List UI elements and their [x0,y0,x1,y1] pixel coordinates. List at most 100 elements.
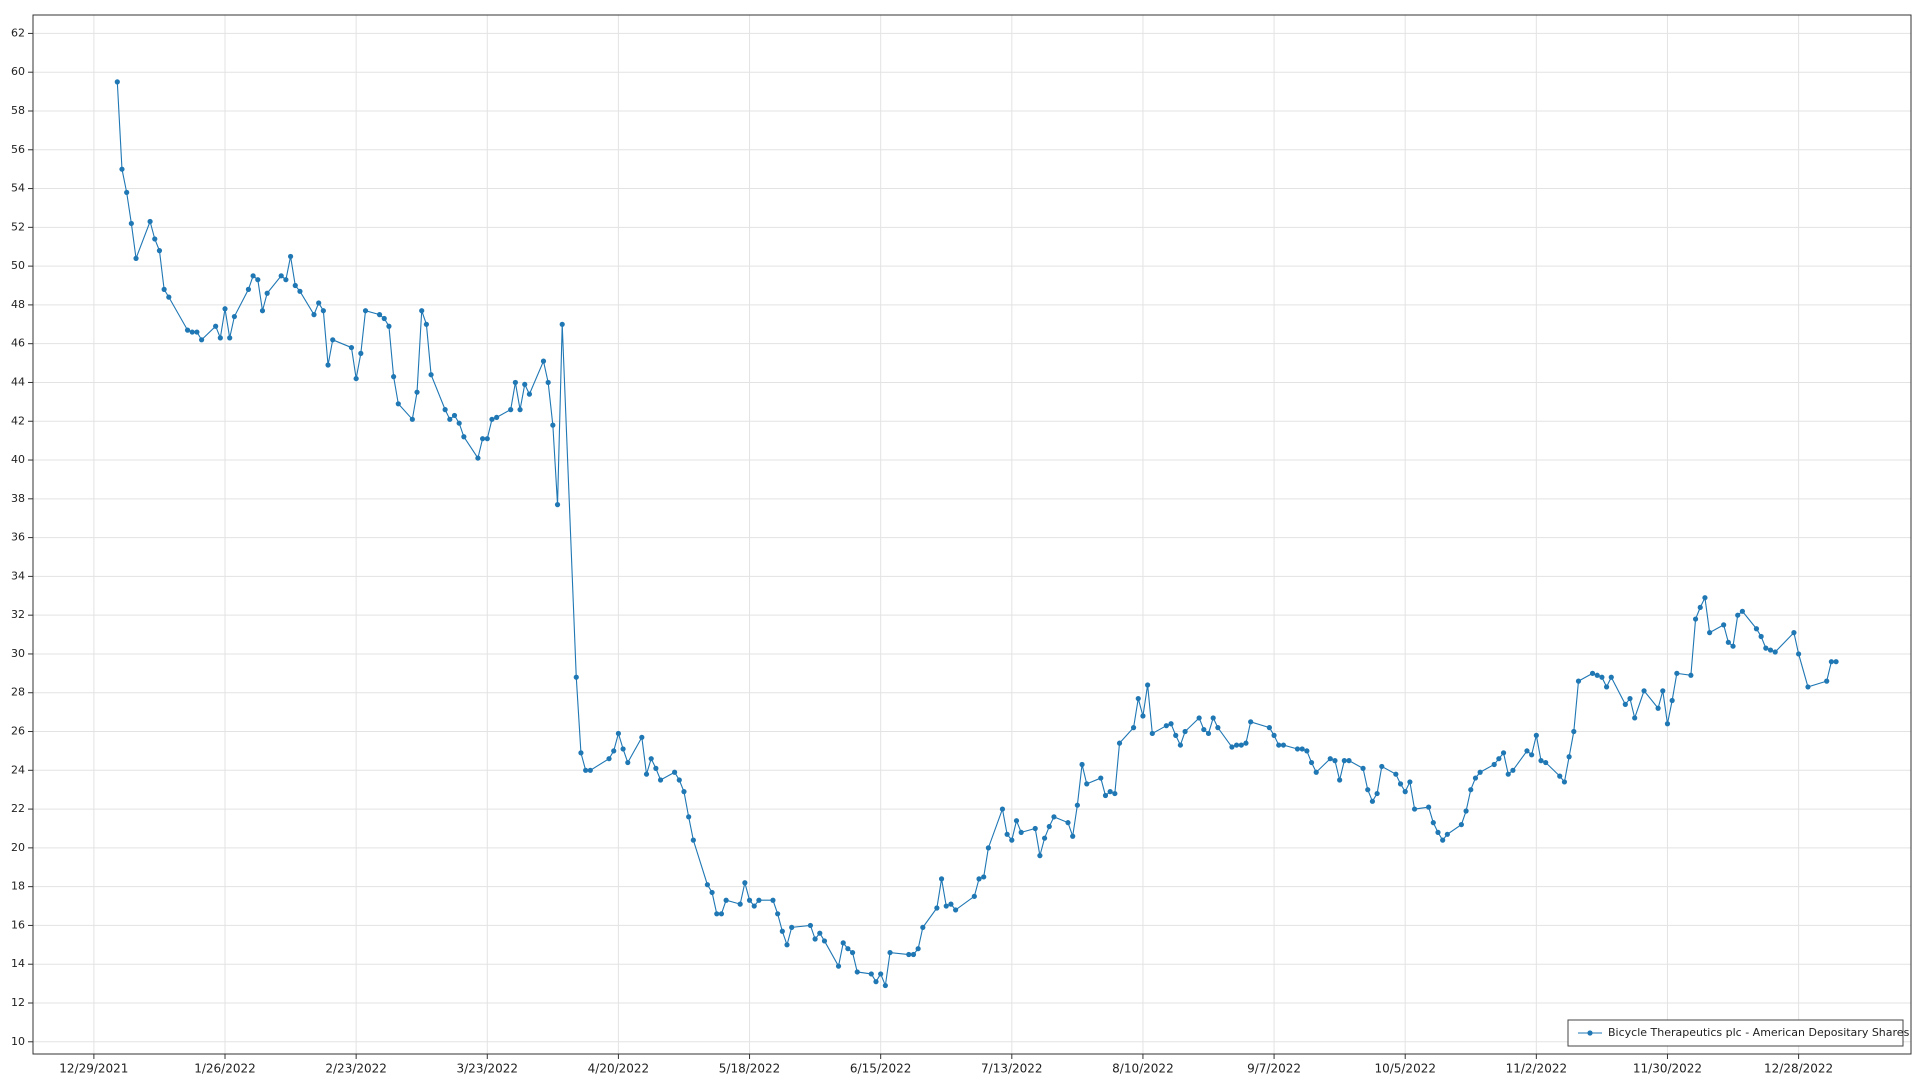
data-point [1468,787,1474,793]
x-tick-label: 11/30/2022 [1633,1062,1702,1076]
data-point [1032,825,1038,832]
data-point [1116,740,1123,746]
data-point [1013,818,1020,824]
data-point [227,335,233,341]
data-point [479,436,486,442]
data-point [1074,802,1080,808]
data-point [447,416,453,422]
data-point [751,903,757,909]
data-point [948,901,954,907]
data-point [1561,779,1568,785]
data-point [971,893,977,899]
data-point [1758,633,1764,640]
data-point [554,502,561,508]
data-point [461,434,467,440]
data-point [1707,630,1713,636]
data-point [1065,820,1071,826]
data-point [1411,806,1418,812]
x-tick-label: 5/18/2022 [719,1062,781,1076]
data-point [1402,789,1408,795]
data-point [789,924,795,930]
legend-marker [1587,1030,1593,1036]
data-point [746,897,753,903]
data-point [1018,829,1024,835]
data-point [611,748,617,754]
data-point [1557,773,1563,779]
data-point [1753,626,1760,632]
data-point [353,375,359,382]
data-point [1721,622,1727,628]
data-point [1149,730,1155,737]
data-point [1374,790,1380,797]
data-point [1070,833,1076,839]
data-point [1196,715,1202,721]
data-point [1379,763,1385,770]
data-point [213,323,219,329]
data-point [784,942,790,948]
data-point [1796,651,1802,657]
y-tick-label: 34 [11,569,25,582]
data-point [283,277,289,283]
y-tick-label: 32 [11,608,25,621]
y-tick-label: 30 [11,647,25,660]
data-point [845,946,851,952]
data-point [1084,781,1090,787]
x-tick-label: 2/23/2022 [325,1062,387,1076]
data-point [976,876,982,882]
data-point [1735,612,1741,618]
data-point [512,379,518,386]
data-point [325,362,331,368]
y-tick-label: 54 [11,182,25,195]
data-point [938,876,945,882]
data-point [1313,769,1319,775]
legend-box [1567,1019,1904,1047]
data-point [114,79,120,85]
data-point [152,236,158,242]
data-point [835,963,842,969]
data-point [615,730,622,737]
data-point [540,358,547,364]
y-tick-label: 12 [11,996,25,1009]
data-point [1009,837,1015,843]
data-point [887,949,893,956]
data-point [817,930,823,936]
data-point [1173,732,1179,738]
x-tick-label: 1/26/2022 [194,1062,256,1076]
y-tick-label: 42 [11,414,25,427]
data-point [1276,742,1282,748]
data-point [508,407,514,413]
data-point [381,315,387,322]
y-tick-label: 10 [11,1035,25,1048]
x-tick-label: 8/10/2022 [1112,1062,1174,1076]
data-point [578,750,584,756]
y-tick-label: 18 [11,880,25,893]
data-point [395,401,401,407]
data-point [1641,688,1647,694]
data-point [1603,684,1610,690]
data-point [1430,820,1436,826]
data-point [451,412,458,419]
data-point [1182,728,1188,735]
data-point [821,938,828,944]
data-point [1491,761,1497,768]
data-point [1135,695,1141,702]
data-point [348,344,355,351]
data-point [1599,674,1605,680]
data-point [1051,814,1057,820]
data-point [1791,630,1797,636]
data-point [320,308,326,314]
data-point [287,253,294,260]
data-point [1201,726,1207,733]
data-point [423,321,429,327]
data-point [709,889,715,896]
data-point [245,286,252,292]
data-point [259,308,266,314]
data-point [1571,728,1577,735]
y-tick-label: 60 [11,65,25,78]
data-point [1594,672,1600,678]
data-point [1739,608,1746,614]
x-tick-label: 7/13/2022 [981,1062,1043,1076]
data-point [882,982,888,989]
data-point [156,248,163,254]
